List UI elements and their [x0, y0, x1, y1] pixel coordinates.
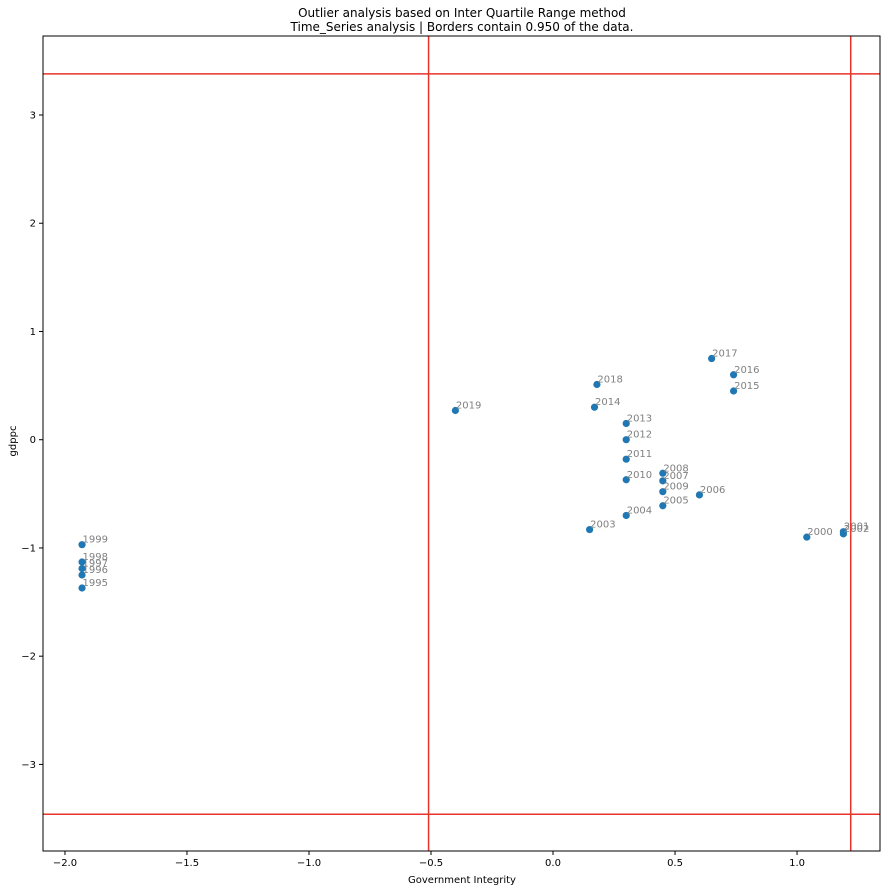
y-tick-label-5: 1 — [30, 327, 36, 338]
x-tick-label-1: −2.0 — [53, 858, 77, 869]
data-point-2003 — [586, 525, 594, 534]
data-point-1998 — [78, 558, 86, 566]
data-label-2013: 2013 — [627, 413, 652, 424]
data-point-2013 — [622, 419, 630, 428]
data-label-2014: 2014 — [595, 397, 620, 408]
data-point-2016 — [729, 371, 738, 379]
y-axis-label: gdppc — [8, 426, 19, 457]
data-point-2004 — [622, 511, 630, 520]
data-label-2016: 2016 — [734, 365, 759, 376]
data-point-2002 — [839, 530, 847, 538]
data-point-2007 — [659, 477, 667, 485]
data-label-2012: 2012 — [627, 430, 652, 441]
data-point-2008 — [659, 469, 667, 477]
data-point-1999 — [78, 541, 86, 549]
data-label-1998: 1998 — [83, 552, 108, 563]
data-point-2000 — [803, 533, 811, 541]
data-point-2012 — [622, 436, 630, 444]
data-label-2017: 2017 — [712, 349, 737, 360]
x-tick-label-6: 0.5 — [667, 858, 683, 869]
data-label-1996: 1996 — [83, 565, 108, 576]
data-point-2014 — [590, 403, 599, 411]
y-tick-label-2: −2 — [21, 652, 36, 663]
y-tick-label-4: 0 — [30, 435, 36, 446]
data-point-1996 — [78, 571, 86, 579]
data-label-2002: 2002 — [844, 524, 869, 535]
data-point-1995 — [78, 584, 86, 592]
data-label-2010: 2010 — [627, 470, 652, 481]
x-tick-label-5: 0.0 — [545, 858, 561, 869]
data-label-1995: 1995 — [83, 578, 108, 589]
data-label-2011: 2011 — [627, 449, 652, 460]
data-point-1997 — [78, 564, 86, 573]
data-label-2007: 2007 — [663, 471, 688, 482]
x-tick-label-7: 1.0 — [789, 858, 805, 869]
data-label-2003: 2003 — [590, 520, 615, 531]
chart-title: Outlier analysis based on Inter Quartile… — [298, 6, 626, 20]
data-point-2015 — [729, 387, 738, 395]
data-point-2017 — [708, 354, 716, 363]
data-label-2008: 2008 — [663, 463, 688, 474]
data-label-1999: 1999 — [83, 535, 108, 546]
y-tick-label-3: −1 — [21, 543, 36, 554]
data-label-1997: 1997 — [83, 559, 108, 570]
x-tick-label-2: −1.5 — [175, 858, 199, 869]
plot-frame — [42, 35, 881, 852]
data-point-2009 — [659, 488, 667, 496]
y-tick-label-1: −3 — [21, 760, 36, 771]
x-tick-label-4: −0.5 — [419, 858, 443, 869]
y-tick-label-7: 3 — [30, 111, 36, 122]
x-axis-label: Government Integrity — [408, 875, 516, 886]
data-label-2015: 2015 — [734, 381, 759, 392]
x-tick-label-3: −1.0 — [297, 858, 321, 869]
data-point-2018 — [593, 380, 601, 389]
data-point-2010 — [622, 476, 630, 484]
data-point-2005 — [659, 502, 667, 510]
chart-subtitle: Time_Series analysis | Borders contain 0… — [290, 20, 634, 34]
data-label-2019: 2019 — [456, 400, 481, 411]
y-tick-label-6: 2 — [30, 219, 36, 230]
data-label-2018: 2018 — [597, 375, 622, 386]
data-label-2000: 2000 — [807, 527, 832, 538]
data-label-2005: 2005 — [663, 496, 688, 507]
data-label-2001: 2001 — [844, 522, 869, 533]
data-point-2011 — [622, 455, 630, 463]
data-point-2019 — [451, 406, 459, 415]
data-label-2009: 2009 — [663, 482, 688, 493]
data-label-2006: 2006 — [700, 485, 725, 496]
data-label-2004: 2004 — [627, 505, 652, 516]
data-point-2006 — [695, 491, 704, 499]
